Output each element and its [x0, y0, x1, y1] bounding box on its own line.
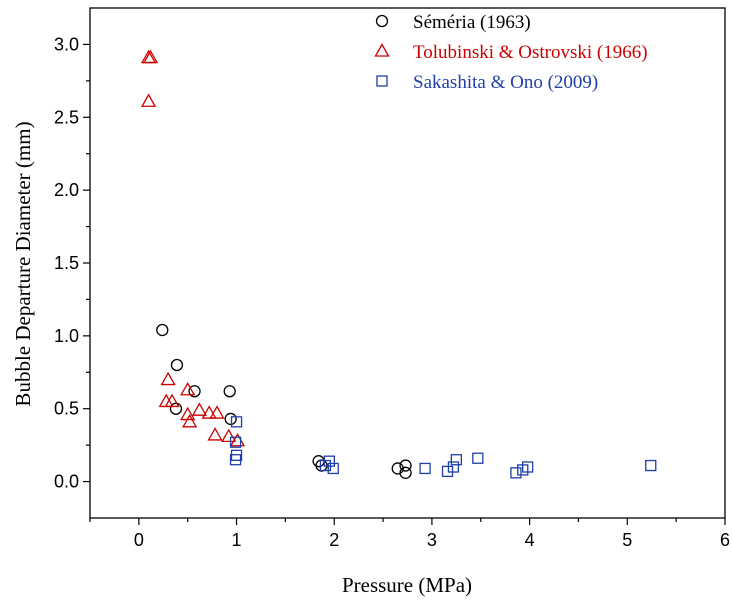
data-point [191, 402, 208, 416]
data-point [323, 455, 335, 467]
data-point [399, 466, 412, 479]
series-square [229, 416, 657, 479]
y-tick-label: 1.5 [54, 253, 79, 273]
data-point [209, 405, 225, 419]
y-axis: 0.0 0.5 1.0 1.5 2.0 2.5 3.0 [54, 34, 90, 492]
legend-label: Sakashita & Ono (2009) [413, 72, 598, 93]
data-point [645, 459, 657, 472]
data-point [522, 461, 534, 473]
x-axis: 0 1 2 3 4 5 6 [89, 518, 730, 550]
series-triangle [141, 49, 246, 447]
x-axis-title: Pressure (MPa) [342, 573, 472, 597]
data-point [160, 371, 176, 386]
data-point [450, 454, 462, 466]
legend-marker [375, 14, 389, 28]
x-tick-label: 4 [525, 530, 535, 550]
legend: Séméria (1963) Tolubinski & Ostrovski (19… [374, 12, 648, 93]
data-point [141, 93, 157, 107]
x-tick-label: 2 [329, 530, 339, 550]
legend-label: Tolubinski & Ostrovski (1966) [413, 42, 648, 63]
data-point [229, 454, 242, 466]
x-tick-label: 6 [720, 530, 730, 550]
data-point [201, 405, 217, 419]
plot-frame [89, 7, 726, 519]
data-point [510, 467, 522, 479]
data-point [221, 428, 237, 443]
data-point [156, 323, 169, 337]
data-point [447, 461, 460, 473]
data-point [180, 381, 196, 396]
data-point [188, 385, 201, 398]
data-point [419, 462, 431, 475]
data-points [141, 49, 657, 479]
x-tick-label: 0 [134, 530, 144, 550]
legend-marker [374, 43, 390, 57]
data-point [169, 402, 183, 415]
data-point [399, 459, 412, 472]
y-tick-label: 1.0 [54, 326, 79, 346]
data-point [170, 358, 184, 372]
data-point [472, 452, 484, 464]
x-tick-label: 3 [427, 530, 437, 550]
y-tick-label: 0.5 [54, 399, 79, 419]
series-circle [156, 323, 412, 479]
data-point [142, 49, 159, 64]
y-tick-label: 3.0 [54, 34, 79, 54]
data-point [224, 412, 237, 426]
data-point [182, 414, 198, 428]
y-tick-label: 2.0 [54, 180, 79, 200]
legend-marker [376, 75, 388, 87]
y-tick-label: 2.5 [54, 107, 79, 127]
data-point [229, 436, 242, 448]
y-tick-label: 0.0 [54, 472, 79, 492]
x-tick-label: 5 [622, 530, 632, 550]
data-point [207, 427, 223, 441]
data-point [164, 393, 180, 408]
data-point [223, 385, 236, 398]
legend-label: Séméria (1963) [413, 12, 531, 33]
data-point [327, 462, 339, 475]
y-axis-title: Bubble Departure Diameter (mm) [11, 121, 35, 406]
x-tick-label: 1 [232, 530, 242, 550]
data-point [229, 432, 246, 447]
data-point [230, 416, 243, 428]
